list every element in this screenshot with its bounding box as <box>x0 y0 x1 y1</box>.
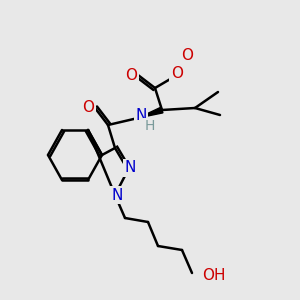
Text: O: O <box>171 65 183 80</box>
Polygon shape <box>138 107 163 118</box>
Text: O: O <box>82 100 94 116</box>
Text: O: O <box>181 47 193 62</box>
Text: O: O <box>125 68 137 82</box>
Text: OH: OH <box>202 268 226 284</box>
Text: N: N <box>124 160 136 175</box>
Text: H: H <box>145 119 155 133</box>
Text: N: N <box>111 188 123 202</box>
Text: N: N <box>135 107 147 122</box>
